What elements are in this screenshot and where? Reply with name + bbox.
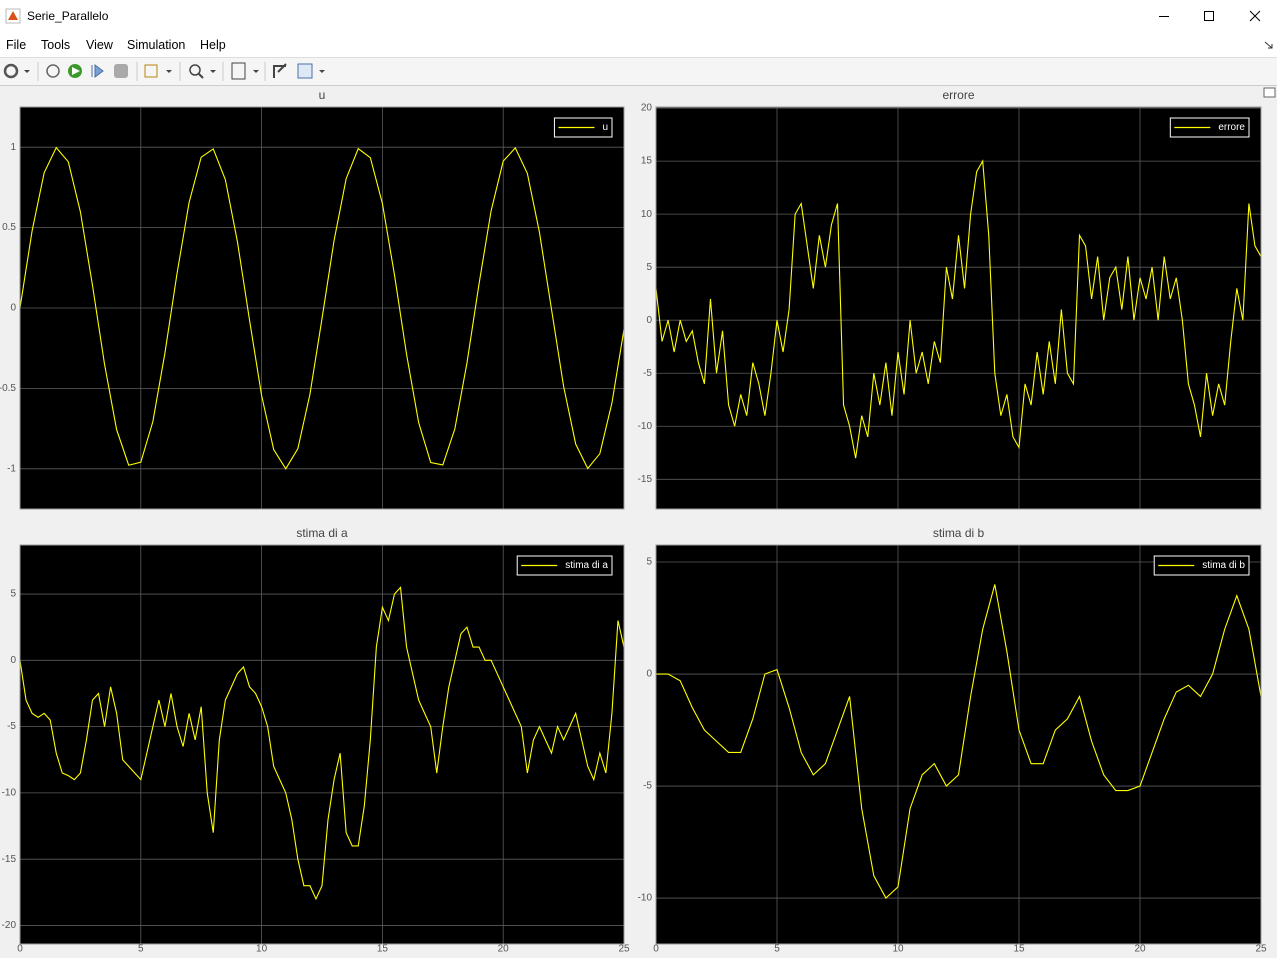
y-tick-label: 0 (646, 315, 652, 326)
series-line (19, 586, 625, 901)
x-tick-label: 0 (653, 944, 659, 955)
legend: errore (1169, 117, 1250, 138)
step-back-button[interactable] (46, 64, 60, 78)
x-tick-label: 5 (774, 944, 780, 955)
x-tick-label: 20 (498, 944, 510, 955)
axes-border (19, 106, 625, 510)
x-tick-label: 25 (618, 944, 630, 955)
x-tick-label: 0 (17, 944, 23, 955)
axes-background (656, 545, 1261, 944)
maximize-button[interactable] (1204, 11, 1214, 21)
y-tick-label: 0.5 (2, 222, 16, 233)
x-tick-label: 20 (1134, 944, 1146, 955)
y-tick-label: -15 (638, 474, 653, 485)
y-tick-label: -1 (7, 463, 16, 474)
series-line (656, 584, 1262, 899)
menu-item[interactable]: Help (200, 38, 226, 52)
legend-label: u (602, 122, 608, 133)
title-bar: Serie_Parallelo (0, 0, 1277, 33)
toolbar-icons (3, 62, 325, 81)
step-forward-button[interactable] (91, 64, 104, 78)
y-tick-label: 10 (641, 209, 653, 220)
y-tick-label: 5 (10, 589, 16, 600)
dropdown[interactable] (24, 70, 30, 73)
x-tick-label: 5 (138, 944, 144, 955)
y-tick-label: 20 (641, 103, 653, 114)
toolbar (0, 57, 1277, 86)
axes-border (655, 544, 1262, 945)
y-tick-label: 0 (646, 669, 652, 680)
plot-area: u-1-0.500.51uerrore-15-10-505101520error… (0, 87, 1276, 955)
axes-title: stima di b (933, 526, 985, 540)
legend-label: stima di b (1202, 560, 1245, 571)
title-bar-icons (5, 8, 1261, 24)
settings-button[interactable] (3, 63, 19, 79)
series-line (19, 146, 625, 470)
x-tick-label: 10 (892, 944, 904, 955)
y-tick-label: 1 (10, 142, 16, 153)
axes-title: stima di a (296, 526, 348, 540)
stop-button[interactable] (114, 64, 128, 78)
x-tick-label: 15 (377, 944, 389, 955)
legend: u (553, 117, 613, 138)
close-button[interactable] (1249, 10, 1261, 22)
y-tick-label: -5 (7, 721, 16, 732)
y-tick-label: -10 (638, 893, 653, 904)
menu-collapse[interactable] (1263, 39, 1275, 51)
menu-item[interactable]: Simulation (127, 38, 186, 52)
legend-label: stima di a (565, 560, 608, 571)
axes-border (19, 544, 625, 945)
menu-item[interactable]: Tools (41, 38, 71, 52)
y-tick-label: -10 (2, 788, 17, 799)
y-tick-label: 5 (646, 262, 652, 273)
scope-axes: stima di a -20 -15 -10 -5 0 5 0 5 10 15 20 25 stima d… (2, 526, 630, 954)
y-tick-label: 15 (641, 156, 653, 167)
menu-item[interactable]: View (86, 38, 113, 52)
axes-border (655, 106, 1262, 510)
triggers-button[interactable] (273, 63, 287, 78)
legend: stima di b (1153, 555, 1250, 576)
y-tick-label: -10 (638, 421, 653, 432)
axes-title: u (319, 88, 326, 102)
axes-background (656, 107, 1261, 509)
x-tick-label: 10 (256, 944, 268, 955)
scope-axes: stima di b -10 -5 0 5 0 5 10 15 20 25 stima di b (638, 526, 1267, 954)
highlight-button[interactable] (144, 64, 158, 78)
autoscale-button[interactable] (231, 62, 246, 80)
y-tick-label: -20 (2, 920, 17, 931)
series-line (655, 159, 1262, 459)
y-tick-label: 0 (10, 655, 16, 666)
legend-box (1153, 555, 1250, 576)
menu-item[interactable]: File (6, 38, 27, 52)
scope-axes: u -1 -0.5 0 0.5 1 u (0, 88, 625, 510)
y-tick-label: 5 (646, 557, 652, 568)
y-tick-label: -0.5 (0, 383, 16, 394)
window-title: Serie_Parallelo (27, 9, 109, 23)
legend: stima di a (516, 555, 613, 576)
x-tick-label: 15 (1013, 944, 1025, 955)
axes-title: errore (942, 88, 974, 102)
legend-label: errore (1218, 122, 1245, 133)
y-tick-label: -5 (643, 368, 652, 379)
y-tick-label: 0 (10, 303, 16, 314)
zoom-button[interactable] (189, 64, 201, 76)
menu-bar: File Tools View Simulation Help (0, 33, 1277, 57)
app-icon-logo (8, 11, 18, 20)
legend-box (516, 555, 613, 576)
undock-button[interactable] (1263, 87, 1276, 98)
y-tick-label: -15 (2, 854, 17, 865)
y-tick-label: -5 (643, 781, 652, 792)
x-tick-label: 25 (1255, 944, 1267, 955)
scope-axes: errore -15 -10 -5 0 5 10 15 20 errore (638, 88, 1262, 510)
cursor-button[interactable] (297, 63, 313, 79)
